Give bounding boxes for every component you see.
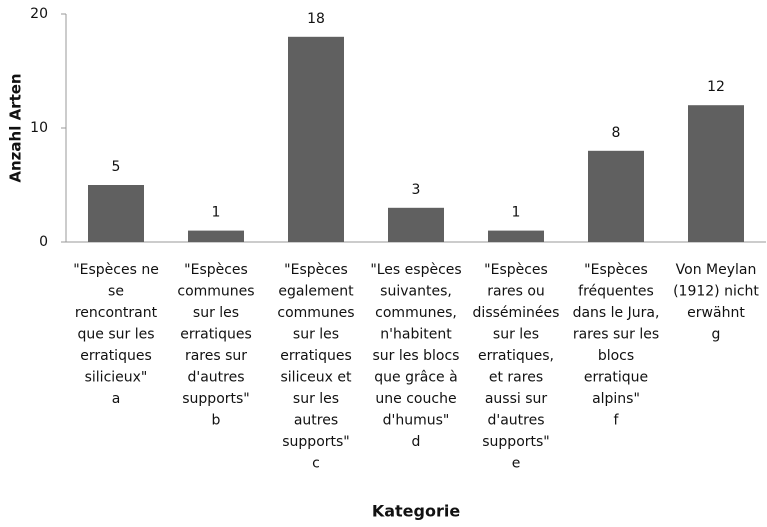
x-tick-label: "Espèces ne se rencontrant que sur les errat… — [73, 262, 159, 407]
bar — [588, 150, 644, 242]
x-tick-label: "Espèces rares ou disséminées sur les errati… — [473, 262, 560, 472]
y-tick-label: 10 — [30, 120, 48, 136]
x-tick-label: "Espèces egalement communes sur les erratiqu… — [277, 262, 354, 472]
bar — [488, 230, 544, 242]
bar — [288, 36, 344, 242]
x-tick-label: Von Meylan (1912) nicht erwähnt g — [673, 262, 759, 343]
value-label: 1 — [512, 205, 521, 221]
value-label: 12 — [707, 79, 725, 95]
y-tick-label: 20 — [30, 6, 48, 22]
y-tick-label: 0 — [39, 234, 48, 250]
x-tick-label: "Les espèces suivantes, communes, n'habiten… — [370, 262, 461, 450]
value-label: 8 — [612, 125, 621, 141]
value-label: 5 — [112, 159, 121, 175]
bar — [688, 105, 744, 242]
bar — [388, 207, 444, 242]
value-label: 3 — [412, 182, 421, 198]
value-label: 1 — [212, 205, 221, 221]
x-axis-title: Kategorie — [372, 502, 461, 521]
bar — [88, 185, 144, 242]
y-axis-title: Anzahl Arten — [7, 73, 25, 182]
value-label: 18 — [307, 11, 325, 27]
x-tick-label: "Espèces fréquentes dans le Jura, rares sur… — [573, 262, 660, 429]
bar — [188, 230, 244, 242]
x-tick-label: "Espèces communes sur les erratiques rares s… — [177, 262, 254, 429]
